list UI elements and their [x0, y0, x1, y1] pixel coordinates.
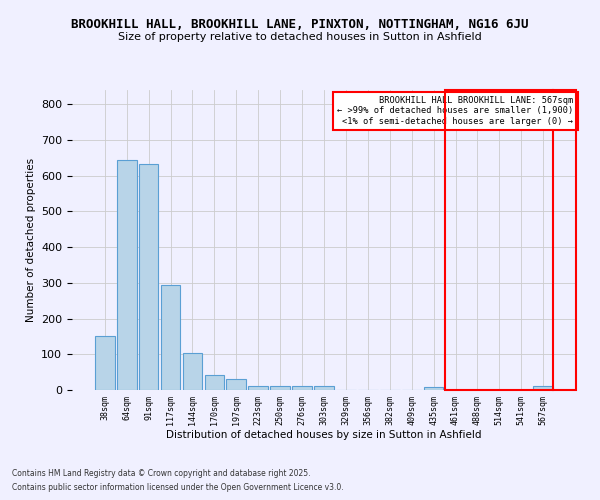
- Text: Size of property relative to detached houses in Sutton in Ashfield: Size of property relative to detached ho…: [118, 32, 482, 42]
- Bar: [139, 164, 158, 390]
- Bar: [314, 386, 334, 390]
- Bar: [182, 353, 202, 390]
- Bar: [95, 336, 115, 390]
- Y-axis label: Number of detached properties: Number of detached properties: [26, 158, 35, 322]
- Bar: [533, 386, 553, 390]
- Bar: [292, 386, 312, 390]
- Bar: [445, 90, 576, 390]
- Bar: [161, 286, 181, 390]
- Text: Contains HM Land Registry data © Crown copyright and database right 2025.: Contains HM Land Registry data © Crown c…: [12, 468, 311, 477]
- X-axis label: Distribution of detached houses by size in Sutton in Ashfield: Distribution of detached houses by size …: [166, 430, 482, 440]
- Bar: [270, 386, 290, 390]
- Bar: [248, 386, 268, 390]
- Bar: [205, 375, 224, 390]
- Bar: [226, 380, 246, 390]
- Text: BROOKHILL HALL BROOKHILL LANE: 567sqm
← >99% of detached houses are smaller (1,9: BROOKHILL HALL BROOKHILL LANE: 567sqm ← …: [337, 96, 574, 126]
- Bar: [117, 160, 137, 390]
- Bar: [424, 387, 443, 390]
- Text: BROOKHILL HALL, BROOKHILL LANE, PINXTON, NOTTINGHAM, NG16 6JU: BROOKHILL HALL, BROOKHILL LANE, PINXTON,…: [71, 18, 529, 30]
- Text: Contains public sector information licensed under the Open Government Licence v3: Contains public sector information licen…: [12, 484, 344, 492]
